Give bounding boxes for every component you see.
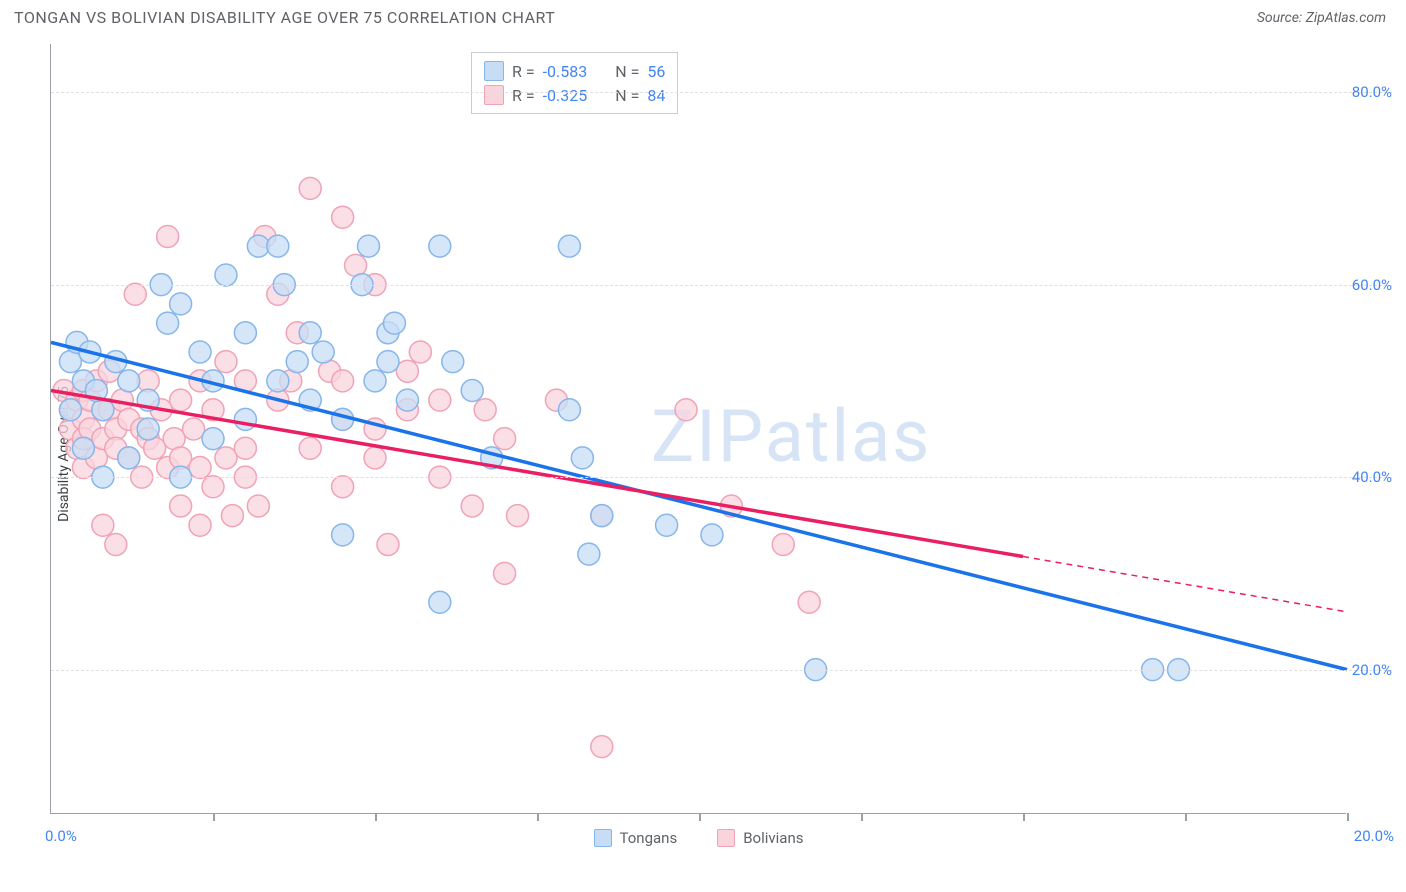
r-label: R = — [512, 86, 535, 105]
bottom-legend-label-bolivians: Bolivians — [743, 829, 803, 847]
y-tick-label: 40.0% — [1352, 468, 1392, 486]
source-label: Source: ZipAtlas.com — [1257, 10, 1386, 26]
n-value-bolivians: 84 — [647, 86, 665, 105]
stats-legend: R = -0.583 N = 56 R = -0.325 N = 84 — [471, 52, 678, 114]
bottom-swatch-bolivians — [717, 829, 735, 847]
bottom-swatch-tongans — [594, 829, 612, 847]
x-axis-min-label: 0.0% — [45, 827, 77, 845]
plot-area: ZIPatlas R = -0.583 N = 56 R = -0.325 N … — [50, 44, 1346, 814]
x-axis-max-label: 20.0% — [1354, 827, 1394, 845]
n-value-tongans: 56 — [647, 62, 665, 81]
y-tick-label: 60.0% — [1352, 276, 1392, 294]
stats-legend-row-bolivians: R = -0.325 N = 84 — [484, 83, 665, 107]
chart-title: TONGAN VS BOLIVIAN DISABILITY AGE OVER 7… — [14, 8, 555, 27]
bottom-legend-label-tongans: Tongans — [620, 829, 678, 847]
chart-svg — [51, 44, 1346, 813]
swatch-tongans — [484, 61, 504, 81]
stats-legend-row-tongans: R = -0.583 N = 56 — [484, 59, 665, 83]
r-label: R = — [512, 62, 535, 81]
r-value-bolivians: -0.325 — [543, 86, 588, 105]
n-label: N = — [615, 86, 639, 105]
y-tick-label: 80.0% — [1352, 83, 1392, 101]
r-value-tongans: -0.583 — [543, 62, 588, 81]
bottom-legend-bolivians: Bolivians — [717, 829, 803, 847]
swatch-bolivians — [484, 85, 504, 105]
chart-container: Disability Age Over 75 ZIPatlas R = -0.5… — [14, 44, 1392, 864]
bottom-legend: Tongans Bolivians — [594, 829, 804, 847]
bottom-legend-tongans: Tongans — [594, 829, 678, 847]
y-tick-label: 20.0% — [1352, 661, 1392, 679]
n-label: N = — [615, 62, 639, 81]
